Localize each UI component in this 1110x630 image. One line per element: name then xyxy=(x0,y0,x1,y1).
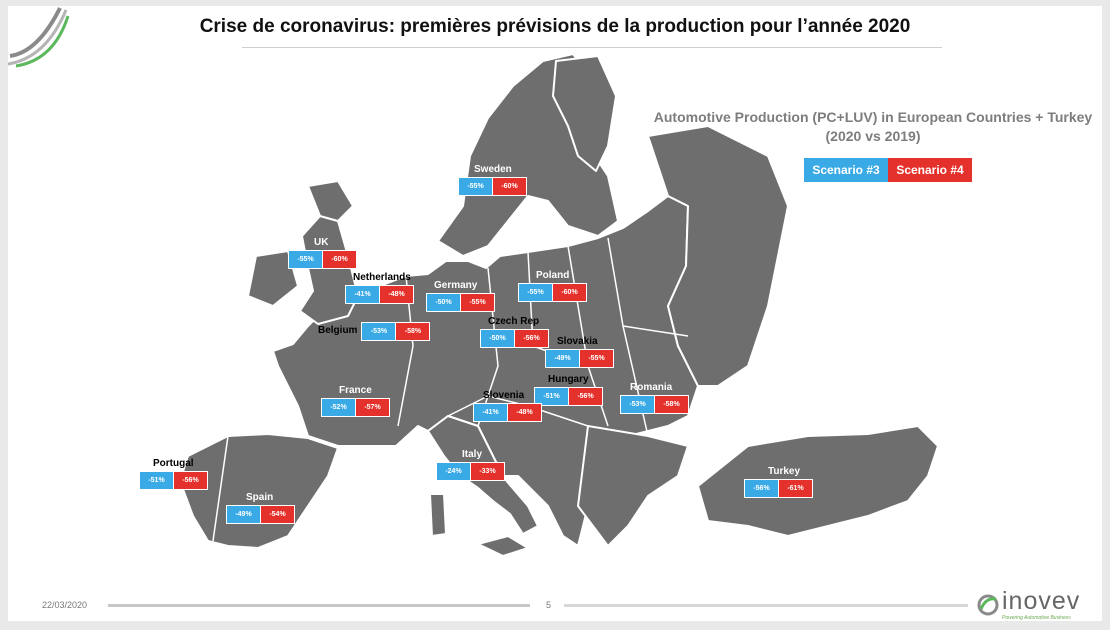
country-name: UK xyxy=(314,237,329,248)
scenario4-value: -58% xyxy=(654,395,689,414)
country-name: Romania xyxy=(630,382,673,393)
legend-title-line1: Automotive Production (PC+LUV) in Europe… xyxy=(653,109,1093,125)
legend-title-line2: (2020 vs 2019) xyxy=(825,128,921,144)
country-czech-rep: Czech Rep -50% -56% xyxy=(480,316,549,348)
country-italy: Italy -24% -33% xyxy=(436,449,505,481)
scenario3-value: -51% xyxy=(139,471,173,490)
ireland-shape xyxy=(247,250,299,307)
country-romania: Romania -53% -58% xyxy=(620,382,689,414)
country-name: Germany xyxy=(434,280,478,291)
scenario3-value: -24% xyxy=(436,462,470,481)
scenario4-value: -48% xyxy=(507,403,542,422)
country-name: Italy xyxy=(462,449,483,460)
country-name: Sweden xyxy=(474,164,512,175)
footer-date: 22/03/2020 xyxy=(42,600,88,610)
slide: Crise de coronavirus: premières prévisio… xyxy=(8,6,1102,621)
scenario3-value: -52% xyxy=(321,398,355,417)
scenario3-value: -53% xyxy=(361,322,396,341)
logo-swirl-icon xyxy=(977,594,999,616)
scenario4-value: -58% xyxy=(395,322,431,341)
scenario3-value: -49% xyxy=(226,505,260,524)
country-portugal: Portugal -51% -56% xyxy=(139,458,208,490)
finland-shape xyxy=(552,55,617,172)
scenario4-value: -56% xyxy=(568,387,603,406)
europe-map xyxy=(179,53,939,557)
country-france: France -52% -57% xyxy=(321,385,390,417)
country-belgium: Belgium -53% -58% xyxy=(318,322,431,341)
scenario3-value: -53% xyxy=(620,395,654,414)
country-turkey: Turkey -56% -61% xyxy=(744,466,813,498)
scenario4-value: -54% xyxy=(260,505,295,524)
corner-swoosh-decoration xyxy=(8,7,70,68)
slide-title: Crise de coronavirus: premières prévisio… xyxy=(199,16,911,37)
legend-scenario-4: Scenario #4 xyxy=(888,158,972,182)
country-poland: Poland -55% -60% xyxy=(518,270,587,302)
scenario3-value: -55% xyxy=(518,283,552,302)
scenario3-value: -49% xyxy=(545,349,579,368)
country-sweden: Sweden -55% -60% xyxy=(458,164,527,196)
country-netherlands: Netherlands -41% -48% xyxy=(345,272,414,304)
country-name: Portugal xyxy=(153,458,194,469)
country-slovenia: Slovenia -41% -48% xyxy=(473,390,542,422)
scotland-shape xyxy=(307,180,354,222)
logo-tagline: Powering Automotive Business xyxy=(1002,615,1071,621)
scenario4-value: -56% xyxy=(173,471,208,490)
east-shape xyxy=(647,125,789,387)
sardinia-shape xyxy=(429,493,447,537)
legend-scenario-3: Scenario #3 xyxy=(804,158,888,182)
country-name: Spain xyxy=(246,492,274,503)
inovev-logo: inovev Powering Automotive Business xyxy=(976,587,1098,621)
scenario3-value: -41% xyxy=(473,403,507,422)
scenario3-value: -56% xyxy=(744,479,778,498)
country-name: Belgium xyxy=(318,325,358,336)
scenario4-value: -55% xyxy=(579,349,614,368)
scenario3-value: -51% xyxy=(534,387,568,406)
page-number: 5 xyxy=(546,600,552,610)
britain-shape xyxy=(299,215,359,325)
scenario4-value: -60% xyxy=(492,177,527,196)
scenario3-value: -50% xyxy=(426,293,460,312)
scenario4-value: -57% xyxy=(355,398,390,417)
scenario4-value: -56% xyxy=(514,329,549,348)
scenario4-value: -60% xyxy=(552,283,587,302)
country-name: Netherlands xyxy=(353,272,411,283)
title-divider xyxy=(242,47,942,48)
country-uk: UK -55% -60% xyxy=(288,237,357,269)
country-slovakia: Slovakia -49% -55% xyxy=(545,336,614,368)
scenario4-value: -48% xyxy=(379,285,414,304)
country-name: Hungary xyxy=(548,374,589,385)
scenario3-value: -55% xyxy=(458,177,492,196)
scenario4-value: -33% xyxy=(470,462,505,481)
iberia-shape xyxy=(179,433,339,549)
country-name: Slovenia xyxy=(483,390,525,401)
country-name: Czech Rep xyxy=(488,316,540,327)
country-germany: Germany -50% -55% xyxy=(426,280,495,312)
scenario4-value: -60% xyxy=(322,250,357,269)
country-name: Poland xyxy=(536,270,570,281)
country-name: France xyxy=(339,385,372,396)
country-name: Slovakia xyxy=(557,336,598,347)
country-name: Turkey xyxy=(768,466,801,477)
turkey-shape xyxy=(697,425,939,537)
scenario3-value: -41% xyxy=(345,285,379,304)
logo-wordmark: inovev xyxy=(1002,587,1081,615)
country-hungary: Hungary -51% -56% xyxy=(534,374,603,406)
balkans-shape xyxy=(577,425,689,547)
footer-divider-right xyxy=(564,604,968,607)
sicily-shape xyxy=(477,535,529,557)
scenario4-value: -55% xyxy=(460,293,495,312)
scenario3-value: -55% xyxy=(288,250,322,269)
scenario4-value: -61% xyxy=(778,479,813,498)
scenario3-value: -50% xyxy=(480,329,514,348)
footer-divider-left xyxy=(108,604,530,607)
country-spain: Spain -49% -54% xyxy=(226,492,295,524)
